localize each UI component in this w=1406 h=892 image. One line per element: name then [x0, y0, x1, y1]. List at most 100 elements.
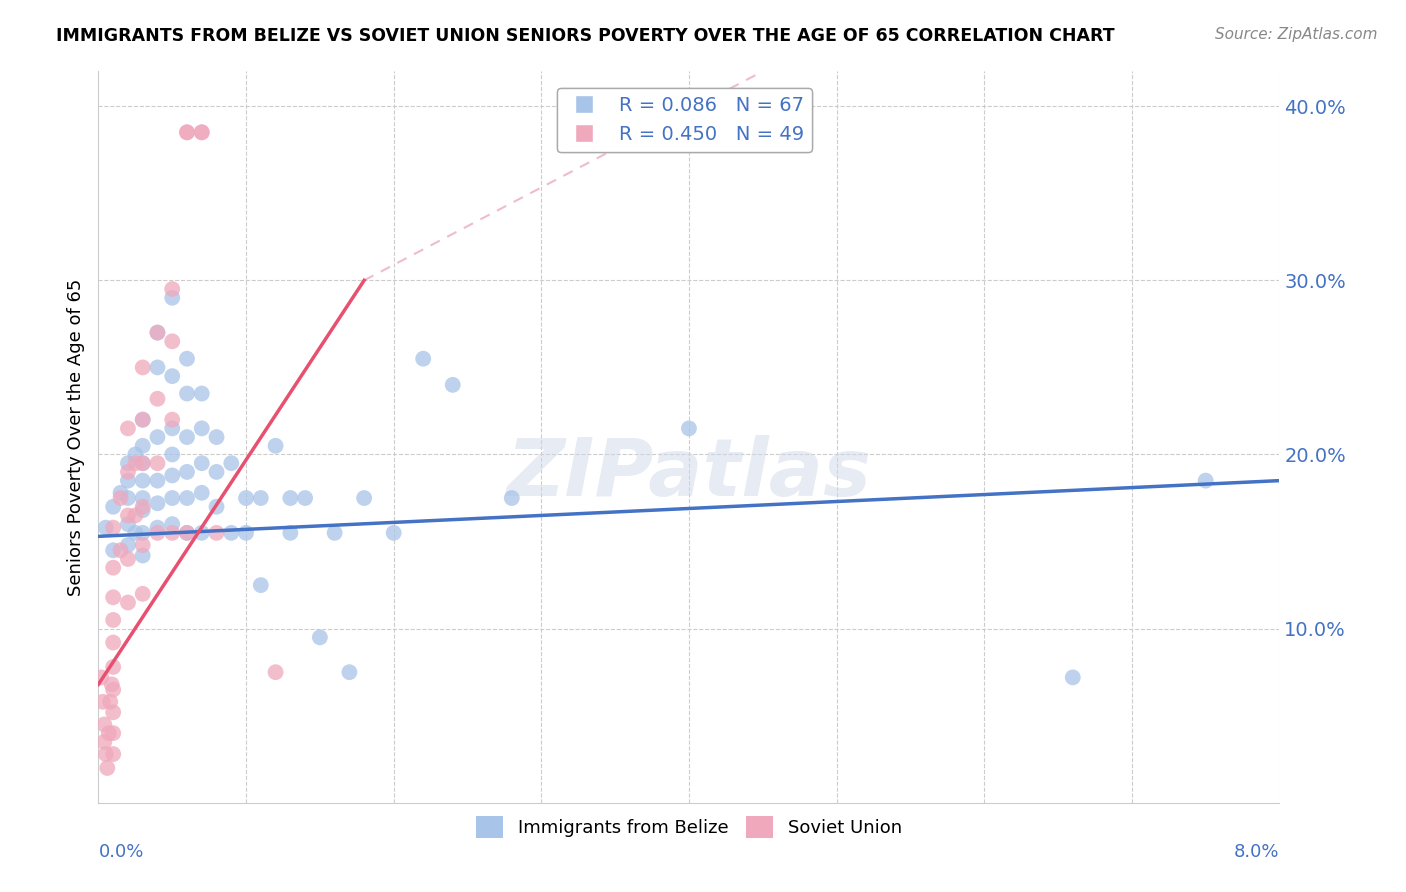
Point	[162, 334, 183, 349]
Point	[103, 521, 125, 535]
Point	[103, 682, 125, 697]
Point	[264, 439, 287, 453]
Point	[162, 491, 183, 505]
Text: IMMIGRANTS FROM BELIZE VS SOVIET UNION SENIORS POVERTY OVER THE AGE OF 65 CORREL: IMMIGRANTS FROM BELIZE VS SOVIET UNION S…	[56, 27, 1115, 45]
Point	[98, 695, 121, 709]
Point	[110, 485, 132, 500]
Point	[205, 500, 228, 514]
Point	[117, 421, 139, 435]
Point	[162, 421, 183, 435]
Point	[146, 474, 169, 488]
Text: Source: ZipAtlas.com: Source: ZipAtlas.com	[1215, 27, 1378, 42]
Point	[132, 439, 155, 453]
Point	[132, 525, 155, 540]
Point	[412, 351, 434, 366]
Point	[132, 549, 155, 563]
Text: ZIPatlas: ZIPatlas	[506, 434, 872, 513]
Point	[132, 360, 155, 375]
Point	[124, 525, 146, 540]
Point	[146, 521, 169, 535]
Point	[162, 448, 183, 462]
Point	[96, 761, 118, 775]
Point	[309, 631, 332, 645]
Point	[678, 421, 700, 435]
Point	[176, 125, 198, 139]
Point	[176, 386, 198, 401]
Point	[382, 525, 405, 540]
Point	[103, 660, 125, 674]
Point	[323, 525, 346, 540]
Point	[103, 747, 125, 761]
Point	[205, 430, 228, 444]
Point	[205, 525, 228, 540]
Text: 8.0%: 8.0%	[1234, 843, 1279, 861]
Point	[339, 665, 361, 680]
Point	[132, 412, 155, 426]
Point	[191, 421, 214, 435]
Point	[146, 525, 169, 540]
Point	[176, 430, 198, 444]
Point	[250, 578, 273, 592]
Point	[162, 468, 183, 483]
Point	[146, 456, 169, 470]
Point	[250, 491, 273, 505]
Point	[100, 677, 122, 691]
Point	[132, 412, 155, 426]
Point	[191, 485, 214, 500]
Point	[235, 525, 257, 540]
Point	[132, 491, 155, 505]
Point	[124, 448, 146, 462]
Point	[176, 125, 198, 139]
Point	[132, 456, 155, 470]
Point	[103, 613, 125, 627]
Point	[110, 491, 132, 505]
Point	[117, 456, 139, 470]
Point	[294, 491, 316, 505]
Point	[353, 491, 375, 505]
Point	[235, 491, 257, 505]
Point	[132, 474, 155, 488]
Point	[103, 705, 125, 719]
Point	[146, 360, 169, 375]
Point	[191, 525, 214, 540]
Point	[117, 538, 139, 552]
Point	[146, 496, 169, 510]
Point	[117, 508, 139, 523]
Point	[132, 503, 155, 517]
Point	[146, 326, 169, 340]
Point	[103, 560, 125, 574]
Point	[162, 282, 183, 296]
Point	[93, 735, 115, 749]
Point	[146, 326, 169, 340]
Point	[162, 369, 183, 384]
Point	[132, 538, 155, 552]
Point	[90, 670, 112, 684]
Point	[117, 595, 139, 609]
Point	[264, 665, 287, 680]
Point	[91, 695, 114, 709]
Point	[97, 726, 120, 740]
Point	[176, 465, 198, 479]
Point	[103, 543, 125, 558]
Point	[221, 525, 243, 540]
Point	[132, 500, 155, 514]
Point	[132, 456, 155, 470]
Point	[191, 125, 214, 139]
Point	[117, 491, 139, 505]
Point	[205, 465, 228, 479]
Point	[221, 456, 243, 470]
Point	[441, 377, 464, 392]
Point	[124, 508, 146, 523]
Point	[1062, 670, 1084, 684]
Point	[117, 552, 139, 566]
Point	[162, 517, 183, 532]
Point	[103, 500, 125, 514]
Point	[191, 386, 214, 401]
Point	[176, 351, 198, 366]
Point	[280, 525, 302, 540]
Point	[176, 525, 198, 540]
Point	[103, 635, 125, 649]
Point	[191, 456, 214, 470]
Point	[124, 456, 146, 470]
Point	[162, 291, 183, 305]
